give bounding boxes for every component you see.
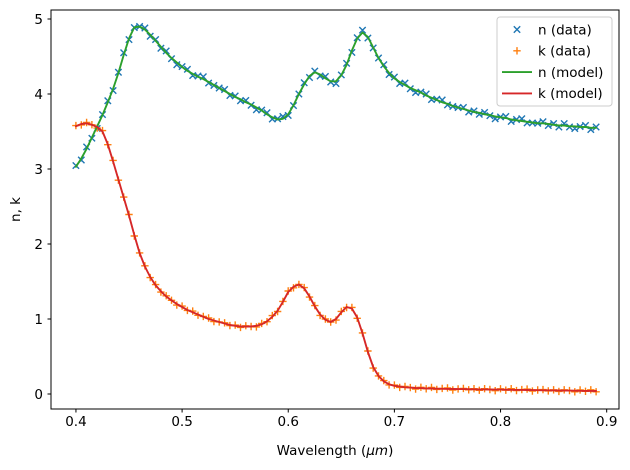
- legend-item: n (data): [513, 22, 592, 38]
- x-tick-label: 0.7: [384, 414, 405, 430]
- series-k-model: [74, 122, 598, 392]
- y-tick-label: 5: [34, 12, 43, 28]
- y-axis-label: n, k: [8, 197, 24, 222]
- legend-marker-plus-icon: [513, 47, 521, 55]
- y-tick-label: 2: [34, 237, 43, 253]
- legend-item-label: n (data): [538, 22, 592, 38]
- x-tick-label: 0.9: [596, 414, 617, 430]
- legend-marker-x-icon: [513, 25, 521, 34]
- y-tick-label: 4: [34, 87, 43, 103]
- series-layer: [72, 22, 600, 396]
- y-tick-label: 1: [34, 312, 43, 328]
- x-tick-label: 0.4: [65, 414, 86, 430]
- x-tick-label: 0.8: [490, 414, 511, 430]
- legend-item: k (model): [502, 86, 603, 102]
- legend-item-label: n (model): [538, 65, 603, 81]
- axes-layer: 0.4 0.5 0.6 0.7 0.8 0.9 0 1 2 3 4 5: [34, 9, 620, 430]
- legend-item-label: k (model): [538, 86, 603, 102]
- legend: n (data) k (data) n (model) k (model): [496, 16, 613, 107]
- y-tick-label: 3: [34, 162, 43, 178]
- x-tick-label: 0.6: [277, 414, 298, 430]
- series-n-model: [74, 25, 598, 168]
- marker-plus-icon: [72, 118, 600, 396]
- legend-item: k (data): [513, 44, 591, 60]
- legend-item: n (model): [502, 65, 603, 81]
- series-k-data: [72, 118, 600, 396]
- x-axis-label: Wavelength (μm): [277, 443, 394, 459]
- legend-item-label: k (data): [538, 44, 591, 60]
- plot-border: [50, 9, 620, 410]
- x-tick-label: 0.5: [171, 414, 192, 430]
- y-tick-label: 0: [34, 387, 43, 403]
- legend-box: [496, 16, 613, 107]
